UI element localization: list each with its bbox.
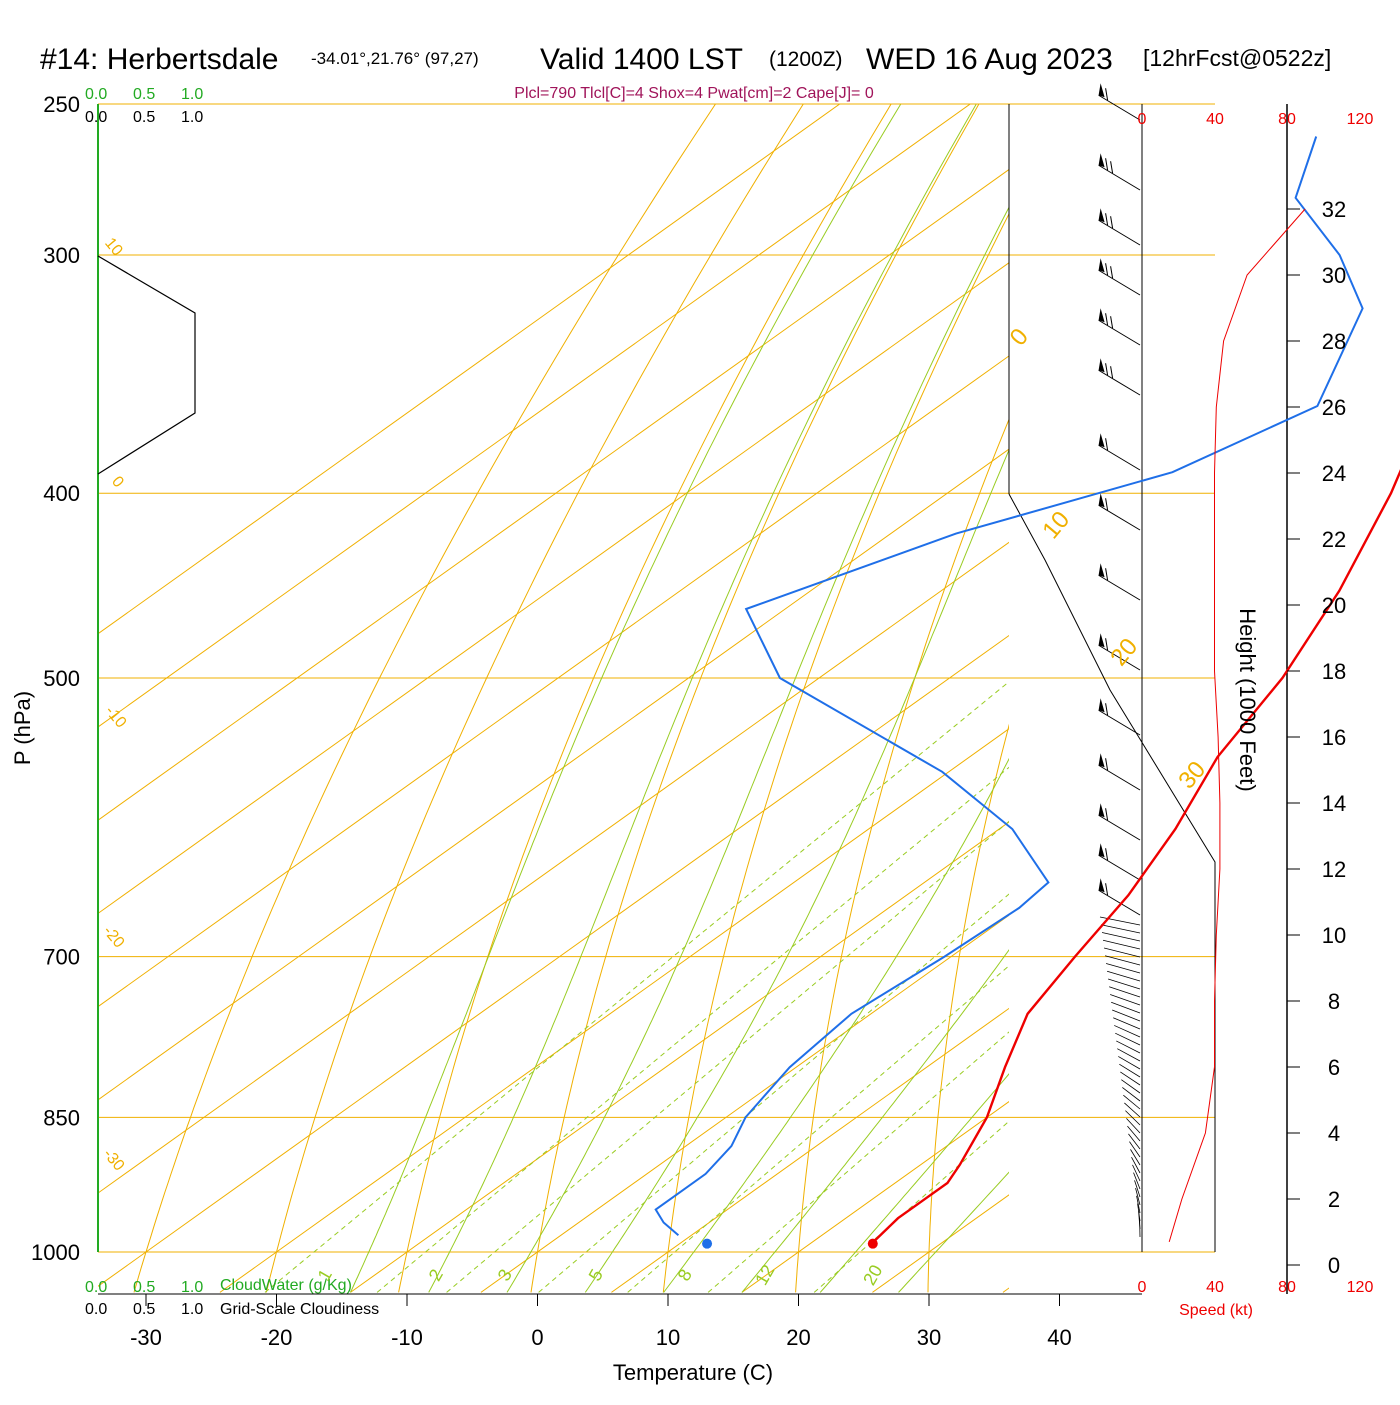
x-tick-label: 30 <box>917 1325 941 1350</box>
surface-dewpoint-dot <box>702 1239 712 1249</box>
cloud-top-green-0: 0.0 <box>85 86 107 103</box>
pressure-tick-label: 850 <box>43 1105 80 1130</box>
cloud-top-green-2: 1.0 <box>181 86 203 103</box>
speed-tick-top-2: 80 <box>1278 111 1296 128</box>
height-tick-label: 28 <box>1322 329 1346 354</box>
title-forecast: [12hrFcst@0522z] <box>1143 45 1331 71</box>
cloud-top-black-2: 1.0 <box>181 109 203 126</box>
height-axis-title: Height (1000 Feet) <box>1235 608 1260 791</box>
cloud-bottom-green-2: 1.0 <box>181 1279 203 1296</box>
cloud-bottom-green-1: 0.5 <box>133 1279 155 1296</box>
surface-temperature-dot <box>868 1239 878 1249</box>
height-tick-label: 6 <box>1328 1055 1340 1080</box>
height-tick-label: 18 <box>1322 659 1346 684</box>
pressure-tick-label: 250 <box>43 92 80 117</box>
speed-tick-bottom-1: 40 <box>1206 1279 1224 1296</box>
cloud-bottom-black-2: 1.0 <box>181 1301 203 1318</box>
pressure-tick-label: 700 <box>43 945 80 970</box>
height-tick-label: 4 <box>1328 1121 1340 1146</box>
cloud-bottom-green-0: 0.0 <box>85 1279 107 1296</box>
cloud-bottom-black-0: 0.0 <box>85 1301 107 1318</box>
x-tick-label: 40 <box>1047 1325 1071 1350</box>
x-axis-title: Temperature (C) <box>613 1360 773 1385</box>
title-coords: -34.01°,21.76° (97,27) <box>311 49 479 68</box>
x-tick-label: -20 <box>261 1325 293 1350</box>
pressure-tick-label: 400 <box>43 481 80 506</box>
title-date: WED 16 Aug 2023 <box>866 43 1113 76</box>
x-tick-label: 10 <box>656 1325 680 1350</box>
x-tick-label: -10 <box>391 1325 423 1350</box>
pressure-tick-label: 300 <box>43 243 80 268</box>
speed-tick-top-0: 0 <box>1138 111 1147 128</box>
cloud-top-green-1: 0.5 <box>133 86 155 103</box>
height-tick-label: 2 <box>1328 1187 1340 1212</box>
cloud-bottom-black-1: 0.5 <box>133 1301 155 1318</box>
speed-tick-bottom-2: 80 <box>1278 1279 1296 1296</box>
speed-axis-label: Speed (kt) <box>1179 1302 1253 1319</box>
cloud-top-black-0: 0.0 <box>85 109 107 126</box>
cloudiness-label: Grid-Scale Cloudiness <box>220 1301 379 1318</box>
height-tick-label: 8 <box>1328 989 1340 1014</box>
sounding-indices: Plcl=790 Tlcl[C]=4 Shox=4 Pwat[cm]=2 Cap… <box>514 85 874 102</box>
height-tick-label: 20 <box>1322 593 1346 618</box>
title-valid: Valid 1400 LST <box>540 43 743 76</box>
y-axis-title: P (hPa) <box>10 691 35 765</box>
title-station: #14: Herbertsdale <box>40 43 278 76</box>
height-tick-label: 30 <box>1322 263 1346 288</box>
x-tick-label: -30 <box>130 1325 162 1350</box>
height-tick-label: 32 <box>1322 197 1346 222</box>
height-tick-label: 0 <box>1328 1253 1340 1278</box>
title-zulu: (1200Z) <box>769 48 843 71</box>
height-tick-label: 10 <box>1322 923 1346 948</box>
height-tick-label: 12 <box>1322 857 1346 882</box>
pressure-tick-label: 500 <box>43 666 80 691</box>
pressure-tick-label: 1000 <box>31 1240 80 1265</box>
height-tick-label: 22 <box>1322 527 1346 552</box>
x-tick-label: 0 <box>531 1325 543 1350</box>
height-tick-label: 24 <box>1322 461 1346 486</box>
speed-tick-bottom-0: 0 <box>1138 1279 1147 1296</box>
cloud-top-black-1: 0.5 <box>133 109 155 126</box>
height-tick-label: 16 <box>1322 725 1346 750</box>
speed-tick-top-1: 40 <box>1206 111 1224 128</box>
speed-tick-top-3: 120 <box>1347 111 1374 128</box>
height-tick-label: 14 <box>1322 791 1346 816</box>
speed-tick-bottom-3: 120 <box>1347 1279 1374 1296</box>
height-tick-label: 26 <box>1322 395 1346 420</box>
x-tick-label: 20 <box>786 1325 810 1350</box>
